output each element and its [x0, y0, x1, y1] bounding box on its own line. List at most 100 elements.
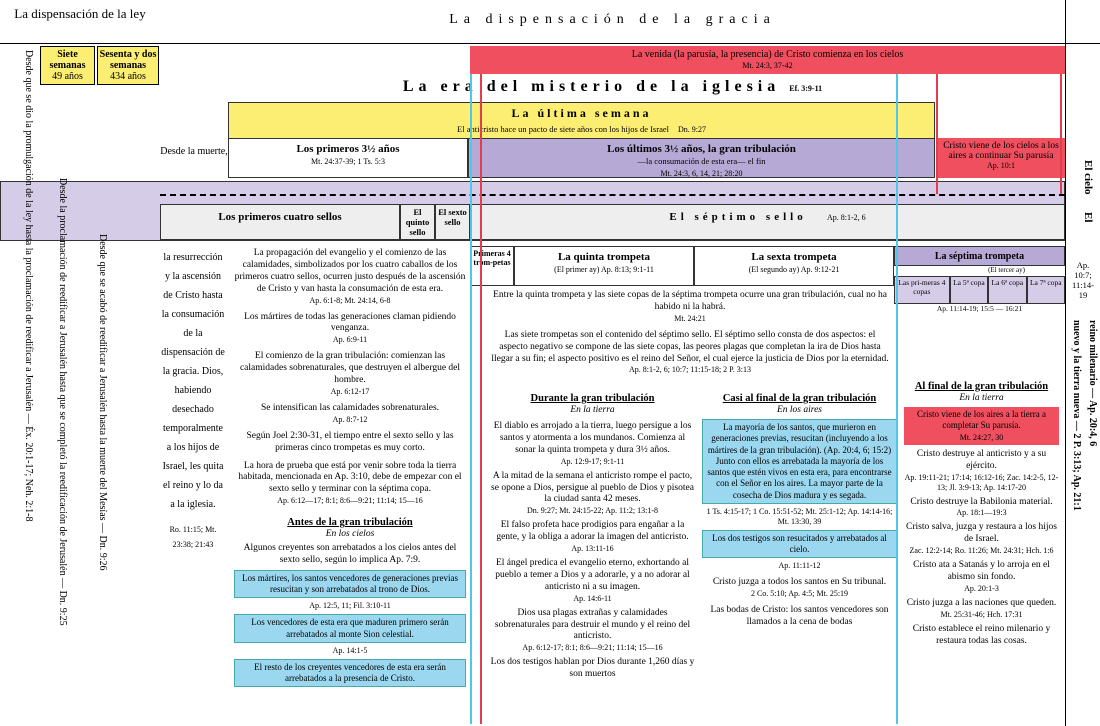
seventh-trumpet: La séptima trompeta	[894, 246, 1065, 266]
antes-p: Algunos creyentes son arrebatados a los …	[234, 543, 466, 567]
durante-p2: A la mitad de la semana el anticristo ro…	[490, 471, 695, 507]
final-p3r: Zac. 12:2-14; Ro. 11:26; Mt. 24:31; Hch.…	[904, 546, 1059, 556]
last-week-bar: La última semana El anticristo hace un p…	[228, 102, 935, 140]
ctr-p4r: Ap. 8:7-12	[234, 415, 466, 425]
sixth-seal-text: El sexto sello	[438, 207, 467, 227]
seven-weeks-title: Siete semanas	[49, 49, 85, 71]
header-row: La dispensación de la ley La dispensació…	[0, 0, 1100, 44]
seventh-seal: El séptimo sello Ap. 8:1-2, 6	[470, 204, 1065, 240]
casi-b2r: Ap. 11:11-12	[702, 561, 897, 571]
ctr-p3r: Ap. 6:12-17	[234, 387, 466, 397]
durante-p4r: Ap. 14:6-11	[490, 594, 695, 604]
vcol-1: Desde la proclamación de reedificar a Je…	[46, 92, 68, 712]
sixth-trumpet: La sexta trompeta (El segundo ay) Ap. 9:…	[694, 246, 894, 286]
final-p6: Cristo establece el reino milenario y re…	[904, 624, 1059, 648]
final-p2: Cristo destruye la Babilonia material.	[904, 497, 1059, 509]
last-35-ref: Mt. 24:3, 6, 14, 21; 28:20	[660, 169, 742, 178]
seventh-seal-text: El séptimo sello	[669, 211, 806, 223]
cristo-viene-ref: Ap. 10:1	[987, 161, 1015, 170]
ctr-p4: Se intensifican las calamidades sobrenat…	[234, 403, 466, 415]
first-4-trumpets: Primeras 4 trom-petas	[470, 246, 514, 286]
sixth-seal: El sexto sello	[435, 204, 470, 240]
first-35-ref: Mt. 24:37-39; 1 Ts. 5:3	[311, 157, 385, 166]
final-p5r: Mt. 25:31-46; Hch. 17:31	[904, 610, 1059, 620]
durante-p3r: Ap. 13:11-16	[490, 544, 695, 554]
sixtytwo-weeks-years: 434 años	[110, 71, 146, 82]
final-p1: Cristo destruye al anticristo y a su ejé…	[904, 449, 1059, 473]
copa-5: La 5ª copa	[950, 276, 988, 304]
blue-box-2: Los vencedores de esta era que maduren p…	[234, 614, 466, 643]
sixth-trumpet-sub: (El segundo ay) Ap. 9:12-21	[749, 265, 840, 274]
right-strip: El cielo El Ap. 10:7; 11:14-19 reino mil…	[1065, 0, 1100, 726]
casi-p4: Las bodas de Cristo: los santos vencedor…	[702, 605, 897, 629]
copas-1-4: Las pri-meras 4 copas	[894, 276, 950, 304]
mid-p1r: Mt. 24:21	[490, 314, 890, 324]
casi-b1r: 1 Ts. 4:15-17; 1 Co. 15:51-52; Mt. 25:1-…	[702, 507, 897, 527]
sixtytwo-weeks-title: Sesenta y dos semanas	[100, 49, 157, 71]
first-35-cell: Los primeros 3½ años Mt. 24:37-39; 1 Ts.…	[228, 138, 468, 178]
ctr-p1r: Ap. 6:1-8; Mt. 24:14, 6-8	[234, 296, 466, 306]
red-parousia-ref: Mt. 24:3, 37-42	[742, 61, 792, 70]
durante-p5r: Ap. 6:12-17; 8:1; 8:6—9:21; 11:14; 15—16	[490, 643, 695, 653]
first-4-seals: Los primeros cuatro sellos	[160, 204, 400, 240]
durante-p2r: Dn. 9:27; Mt. 24:15-22; Ap. 11:2; 13:1-8	[490, 506, 695, 516]
casi-p3: Cristo juzga a todos los santos en Su tr…	[702, 577, 897, 589]
era-ref: Ef. 3:9-11	[789, 84, 822, 93]
casi-b1: La mayoría de los santos, que murieron e…	[702, 419, 897, 504]
desde-muerte: Desde la muerte,	[160, 138, 228, 157]
blue-box-1: Los mártires, los santos vencedores de g…	[234, 570, 466, 599]
era-title-text: La era del misterio de la iglesia	[403, 78, 780, 95]
durante-p1: El diablo es arrojado a la tierra, luego…	[490, 421, 695, 457]
durante-sub: En la tierra	[490, 405, 695, 417]
cyan-arrow-2	[896, 74, 898, 724]
right-el: El	[1082, 212, 1094, 222]
fifth-seal-text: El quinto sello	[406, 207, 430, 237]
ctr-p2: Los mártires de todas las generaciones c…	[234, 312, 466, 336]
antes-heading: Antes de la gran tribulación	[234, 516, 466, 529]
first-4-seals-text: Los primeros cuatro sellos	[218, 211, 341, 223]
final-red: Cristo viene de los aires a la tierra a …	[904, 407, 1059, 445]
red-arrow-1	[480, 74, 482, 724]
b1r: Ap. 12:5, 11; Fil. 3:10-11	[234, 601, 466, 611]
mid-p2r: Ap. 8:1-2, 6; 10:7; 11:15-18; 2 P. 3:13	[490, 365, 890, 375]
sixtytwo-weeks-box: Sesenta y dos semanas 434 años	[97, 46, 159, 85]
last-week-ref: Dn. 9:27	[678, 125, 706, 134]
ctr-p2r: Ap. 6:9-11	[234, 335, 466, 345]
seventh-trumpet-title: La séptima trompeta	[935, 251, 1024, 262]
blue-box-3: El resto de los creyentes vencedores de …	[234, 659, 466, 688]
narrow-narrative-text: la resurrección y la ascensión de Cristo…	[161, 252, 225, 510]
fifth-trumpet: La quinta trompeta (El primer ay) Ap. 8:…	[514, 246, 694, 286]
durante-p4: El ángel predica el evangelio eterno, ex…	[490, 558, 695, 594]
right-cielo: El cielo	[1082, 160, 1094, 195]
fifth-trumpet-title: La quinta trompeta	[558, 251, 650, 263]
final-red-ref: Mt. 24:27, 30	[960, 433, 1004, 442]
durante-h: Durante la gran tribulación	[490, 392, 695, 405]
copas-row: Las pri-meras 4 copas La 5ª copa La 6ª c…	[894, 276, 1065, 304]
cristo-viene-text: Cristo viene de los cielos a los aires a…	[943, 141, 1059, 161]
ctr-p5: Según Joel 2:30-31, el tiempo entre el s…	[234, 431, 466, 455]
copas-ref: Ap. 11:14-19; 15:5 — 16:21	[894, 304, 1065, 313]
cristo-viene-cell: Cristo viene de los cielos a los aires a…	[937, 138, 1065, 178]
first-4-trumpets-text: Primeras 4 trom-petas	[473, 249, 511, 267]
ctr-p1: La propagación del evangelio y el comien…	[234, 248, 466, 296]
copa-7: La 7ª copa	[1027, 276, 1065, 304]
final-p5: Cristo juzga a las naciones que queden.	[904, 598, 1059, 610]
final-col: Al final de la gran tribulación En la ti…	[904, 380, 1059, 648]
durante-p3: El falso profeta hace prodigios para eng…	[490, 520, 695, 544]
seventh-seal-ref: Ap. 8:1-2, 6	[827, 213, 866, 222]
last-35-cell: Los últimos 3½ años, la gran tribulación…	[468, 138, 935, 178]
ctr-p3: El comienzo de la gran tribulación: comi…	[234, 351, 466, 387]
ctr-p6r: Ap. 6:12—17; 8:1; 8:6—9:21; 11:14; 15—16	[234, 496, 466, 506]
era-title: La era del misterio de la iglesia Ef. 3:…	[160, 74, 1065, 100]
final-p1r: Ap. 19:11-21; 17:14; 16:12-16; Zac. 14:2…	[904, 473, 1059, 493]
mid-text-block: Entre la quinta trompeta y las siete cop…	[490, 290, 890, 375]
dispensation-grace: La dispensación de la gracia	[160, 0, 1065, 44]
casi-p3r: 2 Co. 5:10; Ap. 4:5; Mt. 25:19	[702, 589, 897, 599]
fifth-seal: El quinto sello	[400, 204, 435, 240]
final-h: Al final de la gran tribulación	[904, 380, 1059, 393]
final-red-text: Cristo viene de los aires a la tierra a …	[917, 409, 1046, 430]
narrow-narrative-col: la resurrección y la ascensión de Cristo…	[160, 248, 226, 552]
left-vertical-text: Desde que se dio la promulgación de la l…	[14, 50, 34, 720]
durante-col: Durante la gran tribulación En la tierra…	[490, 392, 695, 681]
durante-p5: Dios usa plagas extrañas y calamidades s…	[490, 608, 695, 644]
